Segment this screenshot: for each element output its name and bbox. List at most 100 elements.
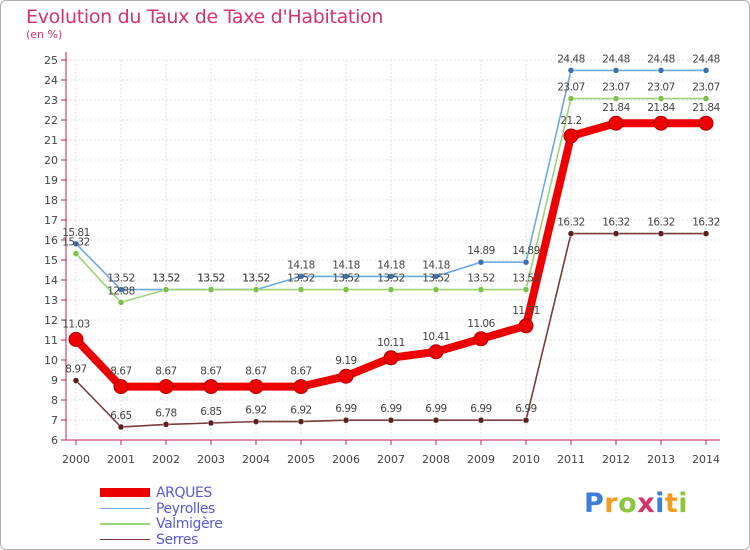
data-point-peyrolles: [72, 240, 80, 248]
data-label-arques: 8.67: [200, 366, 221, 378]
data-label-serres: 6.99: [380, 403, 401, 415]
data-point-arques: [293, 379, 309, 395]
x-tick-label: 2007: [377, 453, 405, 466]
axis-layer: 6 7 8 9 10 11 12 13 14 15 16 17 18 19 20 21 22 23 24 25 2000…: [44, 52, 720, 466]
y-tick-label: 18: [44, 194, 58, 207]
data-point-peyrolles: [612, 67, 620, 74]
legend-label-valmigere: Valmigère: [156, 516, 223, 532]
brand-letter: i: [678, 488, 689, 519]
x-tick-label: 2000: [62, 453, 90, 466]
data-point-valmigre: [567, 95, 575, 102]
x-tick-label: 2011: [557, 453, 585, 466]
data-point-peyrolles: [702, 67, 710, 74]
data-label-arques: 10.41: [422, 331, 450, 343]
data-label-arques: 10.11: [377, 337, 405, 349]
brand-letter: o: [618, 488, 638, 519]
data-point-arques: [473, 331, 489, 347]
data-label-arques: 11.06: [467, 318, 495, 330]
y-tick-label: 20: [44, 154, 58, 167]
data-point-valmigre: [657, 95, 665, 102]
data-point-serres: [657, 230, 665, 237]
data-label-arques: 9.19: [335, 355, 356, 367]
y-tick-label: 12: [44, 314, 58, 327]
x-tick-label: 2005: [287, 453, 315, 466]
x-tick-label: 2012: [602, 453, 630, 466]
grid-layer: [66, 59, 720, 441]
x-tick-label: 2010: [512, 453, 540, 466]
data-point-peyrolles: [117, 286, 125, 293]
data-label-serres: 6.92: [290, 405, 311, 417]
data-label-valmigre: 23.07: [692, 82, 720, 94]
data-label-serres: 16.32: [557, 217, 585, 229]
data-label-peyrolles: 24.48: [647, 53, 675, 65]
data-label-peyrolles: 15.81: [62, 227, 90, 239]
data-point-arques: [383, 350, 399, 366]
data-point-serres: [522, 416, 530, 424]
data-label-peyrolles: 13.52: [242, 273, 270, 285]
legend-swatch-valmigere: [100, 523, 150, 525]
legend-swatch-serres: [100, 538, 150, 540]
data-label-serres: 6.65: [110, 410, 131, 422]
data-label-valmigre: 13.52: [332, 273, 360, 285]
y-tick-label: 21: [44, 134, 58, 147]
data-label-serres: 16.32: [692, 217, 720, 229]
legend-label-peyrolles: Peyrolles: [156, 500, 215, 517]
data-point-valmigre: [432, 286, 440, 293]
x-tick-label: 2009: [467, 453, 495, 466]
data-point-peyrolles: [522, 258, 530, 266]
data-label-peyrolles: 13.52: [197, 273, 225, 285]
brand-letter: P: [584, 488, 605, 519]
data-point-arques: [248, 379, 264, 395]
data-point-arques: [68, 331, 84, 347]
data-label-peyrolles: 14.89: [512, 245, 540, 257]
y-tick-label: 17: [44, 214, 58, 227]
data-point-arques: [203, 379, 219, 395]
data-label-valmigre: 13.52: [512, 273, 540, 285]
data-label-valmigre: 15.32: [62, 237, 90, 249]
data-label-arques: 8.67: [245, 366, 266, 378]
data-label-arques: 21.84: [692, 102, 720, 114]
data-point-peyrolles: [567, 67, 575, 74]
data-point-serres: [297, 418, 305, 425]
data-label-valmigre: 13.52: [377, 273, 405, 285]
data-point-serres: [162, 421, 170, 428]
data-label-valmigre: 13.52: [422, 273, 450, 285]
legend-swatch-peyrolles: [100, 507, 150, 509]
y-tick-label: 11: [44, 334, 58, 347]
data-label-peyrolles: 14.89: [467, 245, 495, 257]
data-label-serres: 6.99: [470, 403, 491, 415]
data-point-peyrolles: [297, 273, 305, 280]
brand-letter: r: [604, 488, 619, 519]
data-label-peyrolles: 14.18: [332, 259, 360, 271]
y-tick-label: 8: [51, 394, 58, 407]
x-tick-label: 2004: [242, 453, 270, 466]
brand-letter: t: [664, 488, 679, 519]
y-tick-label: 15: [44, 254, 58, 267]
data-point-serres: [432, 416, 440, 424]
x-tick-label: 2003: [197, 453, 225, 466]
x-tick-label: 2008: [422, 453, 450, 466]
data-point-valmigre: [72, 250, 80, 257]
x-tick-label: 2001: [107, 453, 135, 466]
data-label-arques: 8.67: [290, 366, 311, 378]
data-label-arques: 11.03: [62, 318, 90, 330]
y-tick-label: 14: [44, 274, 58, 287]
data-label-peyrolles: 13.52: [107, 273, 135, 285]
x-tick-label: 2006: [332, 453, 360, 466]
data-label-peyrolles: 24.48: [602, 53, 630, 65]
data-point-arques: [563, 128, 579, 144]
data-label-layer: 15.81 13.52 13.52 13.52 13.52 14.18 14.18 14.18…: [62, 53, 721, 422]
data-point-serres: [612, 230, 620, 237]
legend-swatch-arques: [100, 488, 150, 497]
data-label-serres: 6.85: [200, 406, 221, 418]
data-point-serres: [252, 418, 260, 425]
legend-label-arques: ARQUES: [156, 485, 212, 501]
data-label-valmigre: 13.52: [287, 273, 315, 285]
data-label-valmigre: 23.07: [602, 82, 630, 94]
data-point-serres: [477, 416, 485, 424]
data-point-valmigre: [522, 286, 530, 293]
data-point-serres: [342, 416, 350, 424]
y-tick-label: 24: [44, 74, 58, 87]
data-label-serres: 6.99: [425, 403, 446, 415]
data-label-valmigre: 13.52: [152, 273, 180, 285]
